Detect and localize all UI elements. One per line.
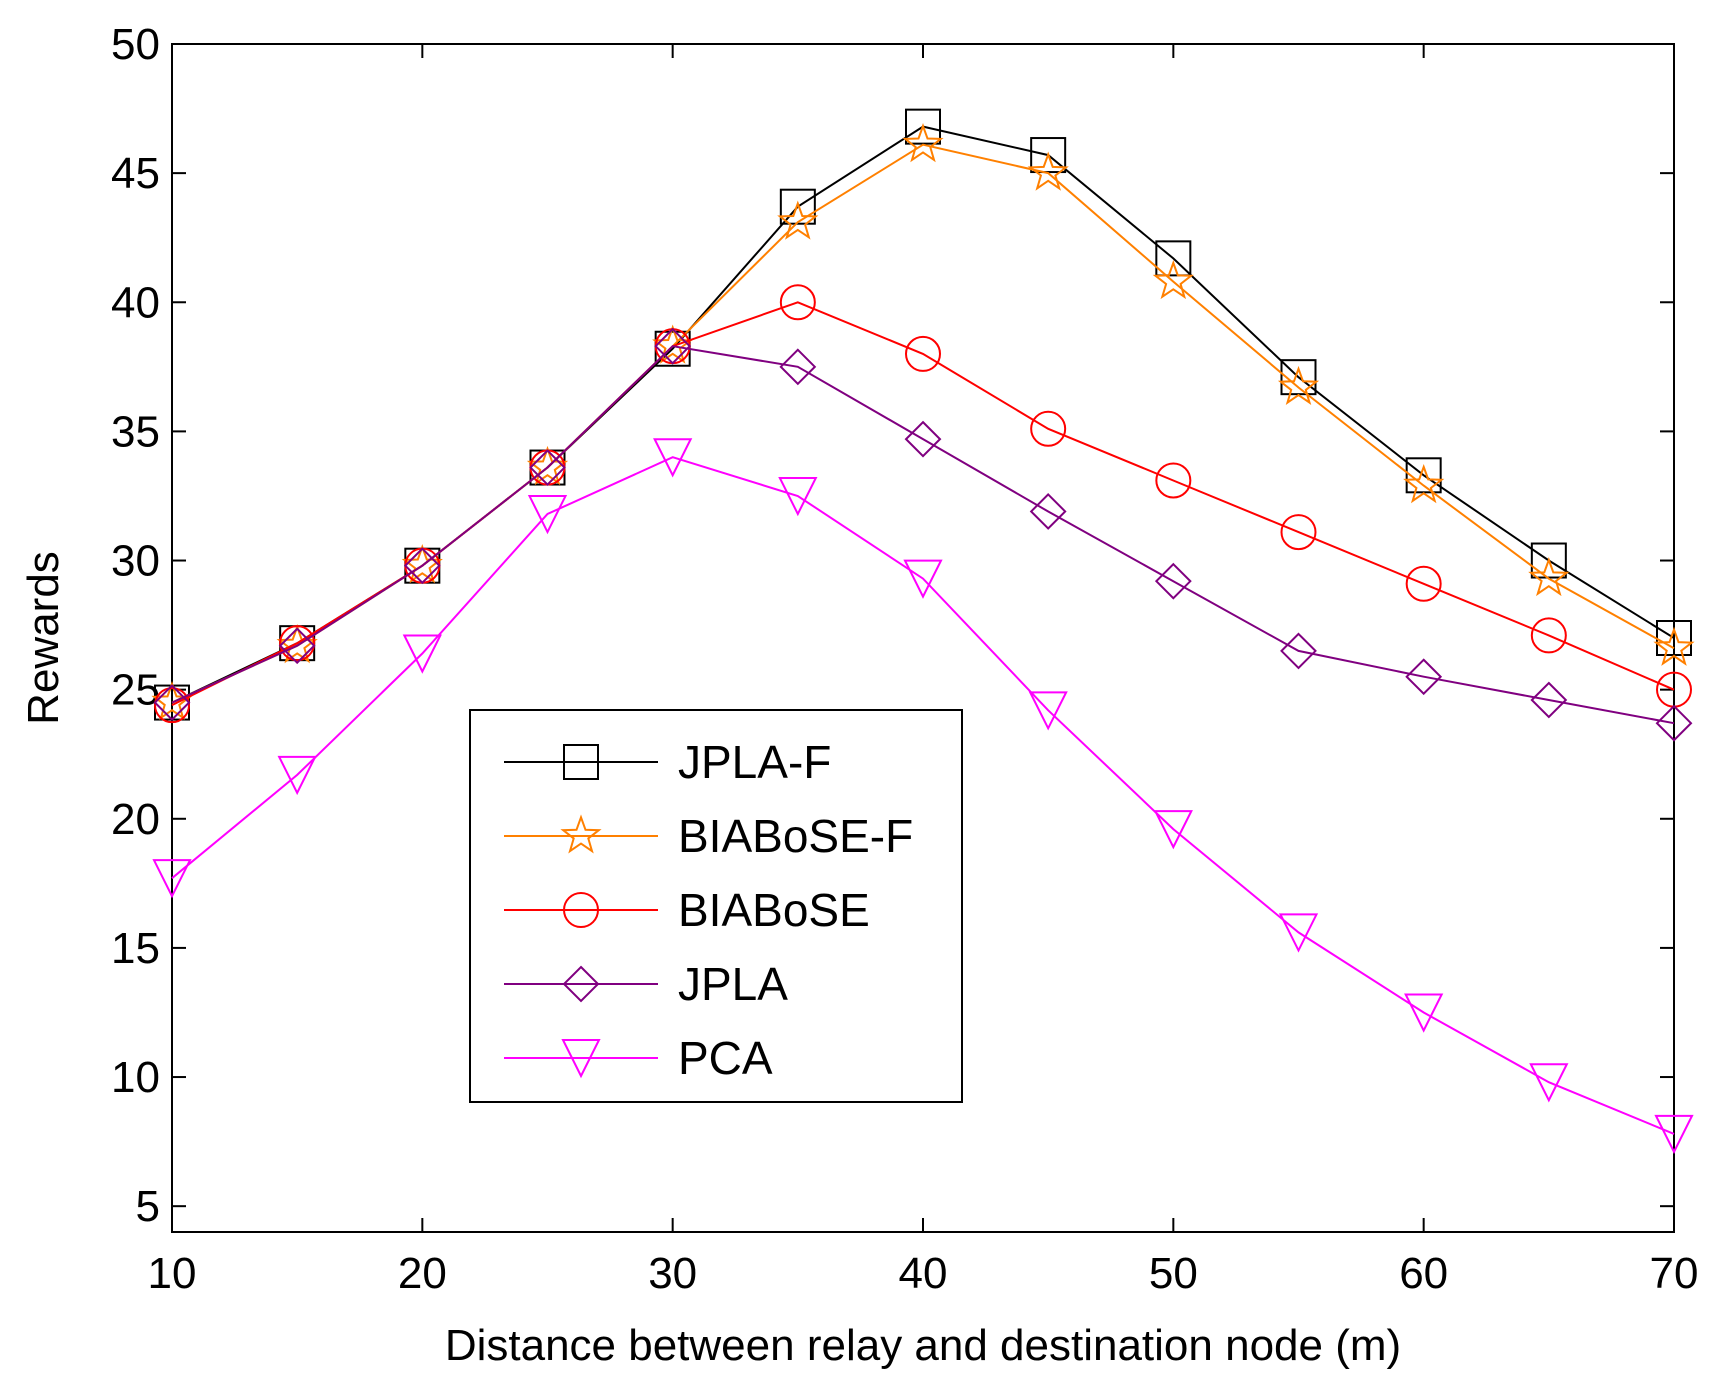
series-layer <box>151 108 1695 1155</box>
data-point-star <box>1403 463 1445 504</box>
y-tick-label: 40 <box>111 278 160 327</box>
legend-label: BIABoSE-F <box>678 810 913 862</box>
data-point-diamond <box>1029 493 1067 530</box>
y-axis-title: Rewards <box>19 551 68 725</box>
legend: JPLA-F BIABoSE-F BIABoSE JPLA PCA <box>469 709 963 1103</box>
legend-entry: PCA <box>504 1032 773 1084</box>
data-point-star <box>1528 556 1570 597</box>
legend-box <box>469 709 963 1103</box>
data-point-diamond <box>1405 658 1443 696</box>
data-point-circle <box>1405 565 1442 602</box>
y-tick-label: 30 <box>111 537 160 586</box>
data-point-triangle-down <box>152 859 192 899</box>
legend-label: JPLA-F <box>678 736 831 788</box>
legend-marker-diamond <box>562 965 600 1003</box>
data-point-star <box>1152 259 1194 300</box>
data-point-star <box>1653 626 1695 666</box>
data-point-triangle-down <box>903 559 943 599</box>
y-tick-label: 45 <box>111 149 160 198</box>
y-tick-label: 35 <box>111 407 160 456</box>
data-point-triangle-down <box>1529 1063 1569 1103</box>
legend-entry: JPLA <box>504 958 788 1010</box>
data-point-star <box>1277 365 1320 405</box>
y-tick-label: 25 <box>111 666 160 715</box>
data-point-diamond <box>779 348 817 386</box>
data-point-diamond <box>654 327 692 365</box>
x-tick-label: 60 <box>1399 1249 1448 1298</box>
y-tick-label: 50 <box>111 20 160 69</box>
x-tick-label: 20 <box>398 1249 447 1298</box>
data-point-circle <box>1030 410 1067 447</box>
data-point-triangle-down <box>1404 993 1444 1033</box>
data-point-triangle-down <box>527 495 568 535</box>
x-tick-label: 10 <box>148 1249 197 1298</box>
series-line <box>171 456 1675 1135</box>
legend-marker-star <box>560 814 602 854</box>
data-point-diamond <box>278 627 316 665</box>
data-point-circle <box>779 284 816 321</box>
x-tick-label: 70 <box>1650 1249 1699 1298</box>
data-point-circle <box>1280 514 1317 551</box>
x-tick-label: 30 <box>648 1249 697 1298</box>
data-point-star <box>1027 151 1069 191</box>
data-point-diamond <box>1655 704 1693 742</box>
series-line <box>171 345 1675 725</box>
data-point-diamond <box>529 449 566 486</box>
x-axis-title: Distance between relay and destination n… <box>445 1321 1401 1370</box>
series-pca <box>152 438 1694 1155</box>
data-point-star <box>276 624 318 664</box>
data-point-triangle-down <box>653 438 693 478</box>
y-tick-label: 10 <box>111 1053 160 1102</box>
data-point-circle <box>1155 462 1192 499</box>
data-point-square <box>1155 240 1192 277</box>
data-point-diamond <box>904 420 942 458</box>
y-tick-label: 15 <box>111 924 160 973</box>
legend-marker-triangle-down <box>561 1039 601 1079</box>
data-point-square <box>1030 137 1067 174</box>
data-point-diamond <box>1280 632 1317 670</box>
data-point-square <box>905 108 941 145</box>
axes: 10 20 30 40 50 60 70 5 10 15 20 25 30 35 40 45 50 <box>111 20 1698 1298</box>
data-point-triangle-down <box>1028 691 1068 731</box>
data-point-triangle-down <box>1278 913 1319 953</box>
data-point-circle <box>905 335 941 372</box>
data-point-triangle-down <box>778 476 818 517</box>
x-tick-label: 50 <box>1149 1249 1198 1298</box>
legend-label: JPLA <box>678 958 788 1010</box>
data-point-triangle-down <box>1654 1114 1694 1155</box>
data-point-diamond <box>1154 562 1192 600</box>
data-point-diamond <box>1530 681 1568 719</box>
data-point-circle <box>279 625 316 662</box>
y-tick-label: 20 <box>111 795 160 844</box>
legend-entry: BIABoSE-F <box>504 810 913 862</box>
data-point-star <box>401 544 443 584</box>
legend-entry: BIABoSE <box>504 884 870 936</box>
data-point-diamond <box>403 547 441 585</box>
data-point-circle <box>1530 617 1567 654</box>
data-point-triangle-down <box>1153 810 1193 850</box>
legend-label: BIABoSE <box>678 884 870 936</box>
data-point-star <box>652 324 694 364</box>
data-point-triangle-down <box>402 634 442 674</box>
x-tick-label: 40 <box>899 1249 948 1298</box>
legend-entry: JPLA-F <box>504 736 831 788</box>
legend-label: PCA <box>678 1032 773 1084</box>
data-point-circle <box>154 687 190 724</box>
series-jpla <box>153 327 1693 742</box>
data-point-star <box>902 123 944 163</box>
data-point-triangle-down <box>277 755 317 796</box>
data-point-diamond <box>153 684 191 721</box>
y-tick-label: 5 <box>136 1182 160 1231</box>
legend-marker-circle <box>563 892 599 928</box>
data-point-star <box>777 200 819 240</box>
data-point-star <box>526 445 569 486</box>
data-point-square <box>779 188 816 225</box>
legend-marker-square <box>563 744 599 780</box>
